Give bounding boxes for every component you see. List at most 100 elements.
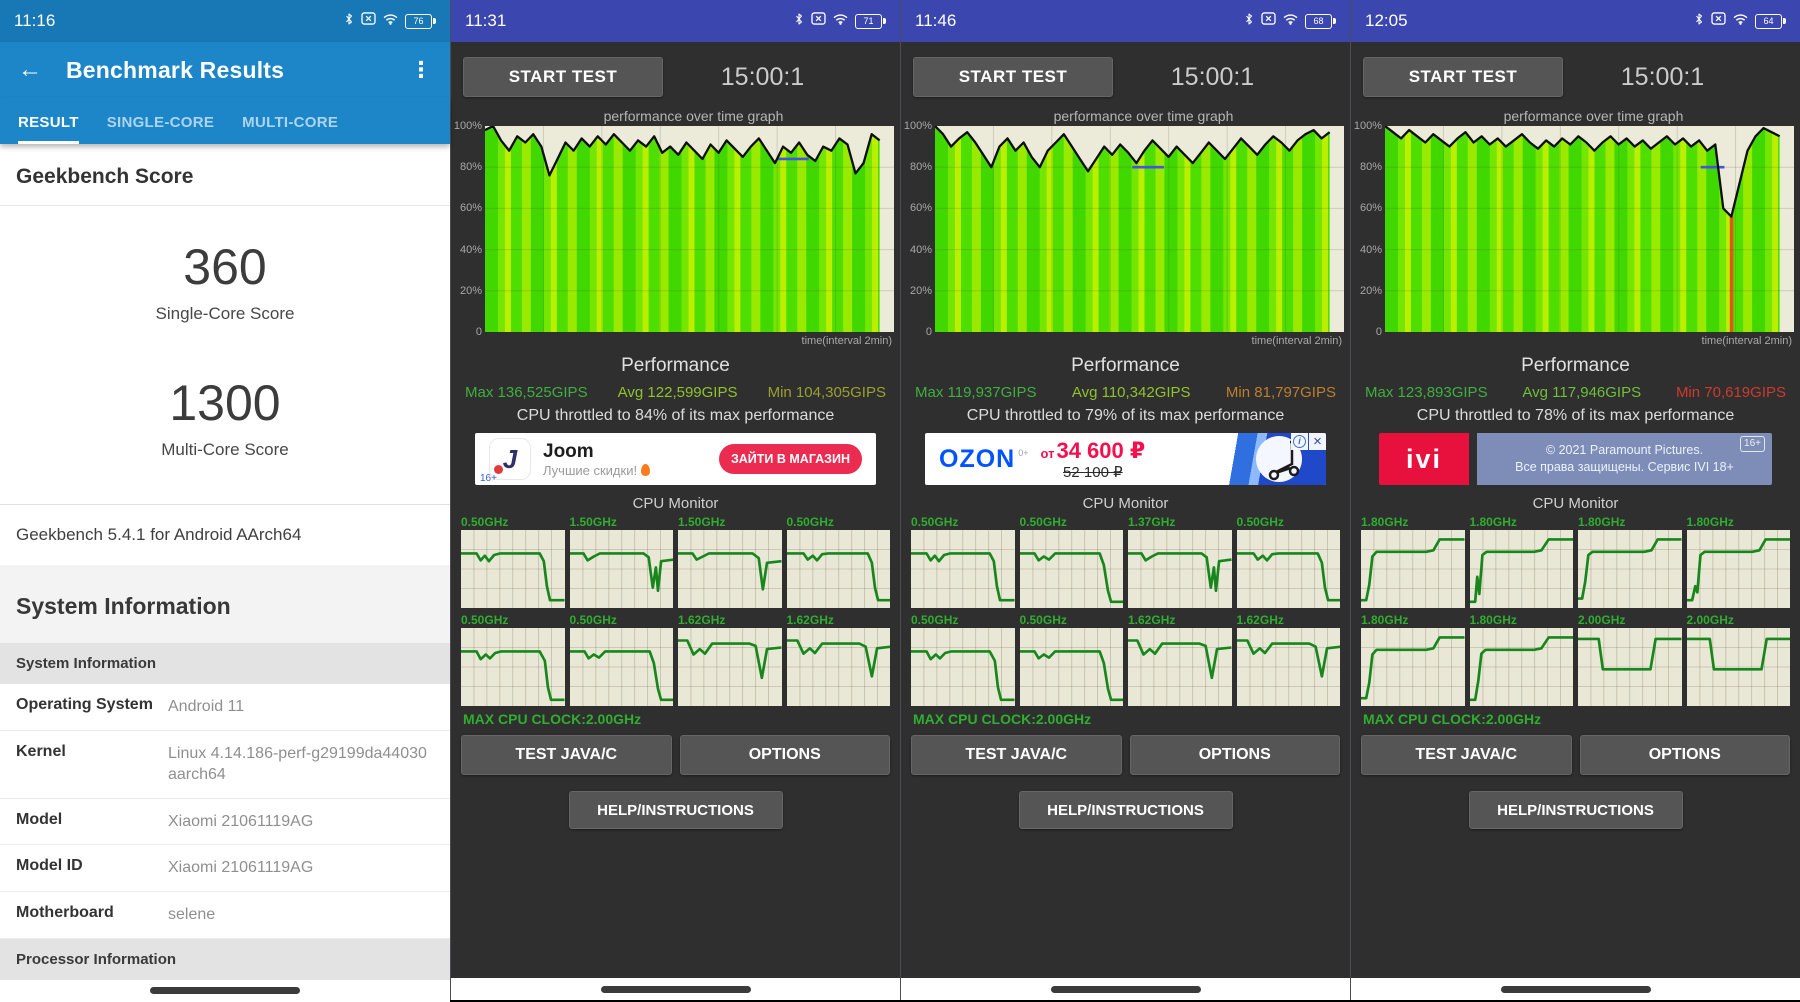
y-axis: 100% 80% 60% 40% 20% 0 (451, 120, 485, 338)
ad-subtitle: Лучшие скидки! (543, 462, 638, 478)
help-instructions-button[interactable]: HELP/INSTRUCTIONS (568, 791, 783, 829)
home-gesture-bar[interactable] (150, 987, 300, 995)
back-arrow-icon[interactable] (18, 56, 42, 84)
cpu-core-freq-label: 1.62GHz (786, 613, 834, 627)
stat-max: Max 119,937GIPS (915, 384, 1037, 401)
help-instructions-button[interactable]: HELP/INSTRUCTIONS (1468, 791, 1683, 829)
stat-avg: Avg 122,599GIPS (617, 384, 738, 401)
cpu-core-freq-label: 1.37GHz (1128, 515, 1176, 529)
y-axis: 100% 80% 60% 40% 20% 0 (1351, 120, 1385, 338)
cpu-core-chart: 2.00GHz (1686, 612, 1790, 706)
start-test-button[interactable]: START TEST (913, 57, 1113, 97)
battery-percent: 76 (405, 13, 432, 29)
stat-avg: Avg 117,946GIPS (1522, 384, 1642, 401)
single-core-score: 360 (183, 239, 267, 295)
sim-alert-icon (1261, 12, 1276, 30)
ad-banner-ivi[interactable]: ivi 16+ © 2021 Paramount Pictures. Все п… (1379, 433, 1772, 485)
y-axis-tick: 100% (903, 120, 932, 132)
status-icons: 76 (344, 12, 436, 31)
multi-core-score-label: Multi-Core Score (161, 440, 289, 459)
options-button[interactable]: OPTIONS (1579, 735, 1790, 775)
ozon-logo: OZON (939, 444, 1016, 473)
y-axis-tick: 0 (475, 326, 482, 338)
ad-title: Joom (543, 440, 594, 462)
cpu-core-plot (569, 628, 673, 706)
cpu-core-freq-label: 1.80GHz (1686, 515, 1734, 529)
test-timer: 15:00:1 (1170, 62, 1255, 91)
row-label: Model ID (16, 857, 83, 875)
home-gesture-bar[interactable] (600, 985, 751, 993)
help-instructions-button[interactable]: HELP/INSTRUCTIONS (1018, 791, 1233, 829)
tab-single-core[interactable]: SINGLE-CORE (106, 114, 215, 131)
test-screen-body: START TEST 15:00:1 performance over time… (451, 42, 900, 978)
cpu-core-freq-label: 0.50GHz (461, 515, 509, 529)
status-time: 11:16 (14, 11, 56, 30)
ad-close-icon[interactable] (1309, 433, 1326, 450)
cpu-core-chart: 1.80GHz (1361, 612, 1465, 706)
multi-core-score: 1300 (169, 375, 281, 431)
options-button[interactable]: OPTIONS (1129, 735, 1340, 775)
navigation-strip (901, 978, 1350, 1000)
geekbench-results-screen: 11:16 76 Benchmark Results RESULT SINGLE… (0, 0, 450, 1002)
home-gesture-bar[interactable] (1050, 985, 1201, 993)
cpu-core-plot (461, 530, 565, 608)
cpu-throttling-test-screen: 11:46 68 START TEST 15:00:1 performance … (900, 0, 1350, 1000)
joom-logo: J (489, 438, 531, 480)
cpu-core-chart: 1.80GHz (1469, 612, 1573, 706)
test-java-c-button[interactable]: TEST JAVA/C (461, 735, 672, 775)
ad-text: Joom Лучшие скидки! (543, 440, 651, 478)
graph-title: performance over time graph (603, 108, 784, 124)
cpu-core-plot (786, 530, 890, 608)
cpu-core-freq-label: 1.80GHz (1578, 515, 1626, 529)
y-axis-tick: 0 (925, 326, 932, 338)
cpu-core-freq-label: 1.50GHz (569, 515, 617, 529)
page-title: Benchmark Results (66, 56, 285, 83)
stat-min: Min 104,305GIPS (767, 384, 886, 401)
cpu-core-chart: 1.37GHz (1128, 514, 1232, 608)
ad-cta-button[interactable]: ЗАЙТИ В МАГАЗИН (718, 444, 862, 474)
cpu-core-chart: 1.50GHz (678, 514, 782, 608)
graph-title: performance over time graph (1503, 108, 1684, 124)
home-gesture-bar[interactable] (1500, 985, 1651, 993)
table-row-os: Operating System Android 11 (0, 684, 450, 731)
sim-alert-icon (361, 12, 376, 30)
cpu-core-freq-label: 1.80GHz (1361, 515, 1409, 529)
test-java-c-button[interactable]: TEST JAVA/C (1361, 735, 1572, 775)
wifi-icon (1733, 12, 1748, 30)
tab-multi-core[interactable]: MULTI-CORE (242, 114, 339, 131)
cpu-core-plot (911, 628, 1015, 706)
y-axis-tick: 40% (1359, 243, 1382, 256)
ad-info-icon[interactable] (1291, 433, 1308, 450)
test-screen-body: START TEST 15:00:1 performance over time… (1351, 42, 1800, 978)
options-button[interactable]: OPTIONS (679, 735, 890, 775)
start-test-button[interactable]: START TEST (1363, 57, 1563, 97)
test-java-c-button[interactable]: TEST JAVA/C (911, 735, 1122, 775)
ad-banner-ozon[interactable]: OZON 0+ от34 600 ₽ 52 100 ₽ (925, 433, 1326, 485)
cpu-core-plot (1686, 628, 1790, 706)
navigation-strip (451, 978, 900, 1000)
cpu-core-freq-label: 1.62GHz (1128, 613, 1176, 627)
start-test-button[interactable]: START TEST (463, 57, 663, 97)
max-cpu-clock: MAX CPU CLOCK:2.00GHz (463, 711, 642, 727)
overflow-menu-icon[interactable] (410, 57, 432, 83)
throttle-summary: CPU throttled to 84% of its max performa… (516, 407, 835, 424)
cpu-core-plot (1361, 628, 1465, 706)
cpu-core-freq-label: 2.00GHz (1578, 613, 1626, 627)
cpu-core-plot (1361, 530, 1465, 608)
system-info-heading: System Information (0, 565, 450, 643)
cpu-core-chart: 1.62GHz (786, 612, 890, 706)
battery-percent: 68 (1305, 13, 1332, 29)
status-time: 11:46 (915, 11, 957, 30)
cpu-core-chart: 1.80GHz (1361, 514, 1465, 608)
cpu-core-plot (1469, 628, 1573, 706)
processor-info-heading: Processor Information (0, 938, 450, 980)
y-axis-tick: 20% (459, 284, 482, 297)
performance-graph: 100% 80% 60% 40% 20% 0 (1351, 120, 1800, 338)
row-label: Motherboard (16, 903, 114, 921)
y-axis-tick: 40% (459, 243, 482, 256)
tab-result[interactable]: RESULT (18, 114, 79, 144)
stat-max: Max 123,893GIPS (1365, 384, 1488, 401)
ad-banner-joom[interactable]: J 16+ Joom Лучшие скидки! ЗАЙТИ В МАГАЗИ… (475, 433, 876, 485)
cpu-core-freq-label: 1.80GHz (1361, 613, 1409, 627)
cpu-core-plot (1578, 530, 1682, 608)
